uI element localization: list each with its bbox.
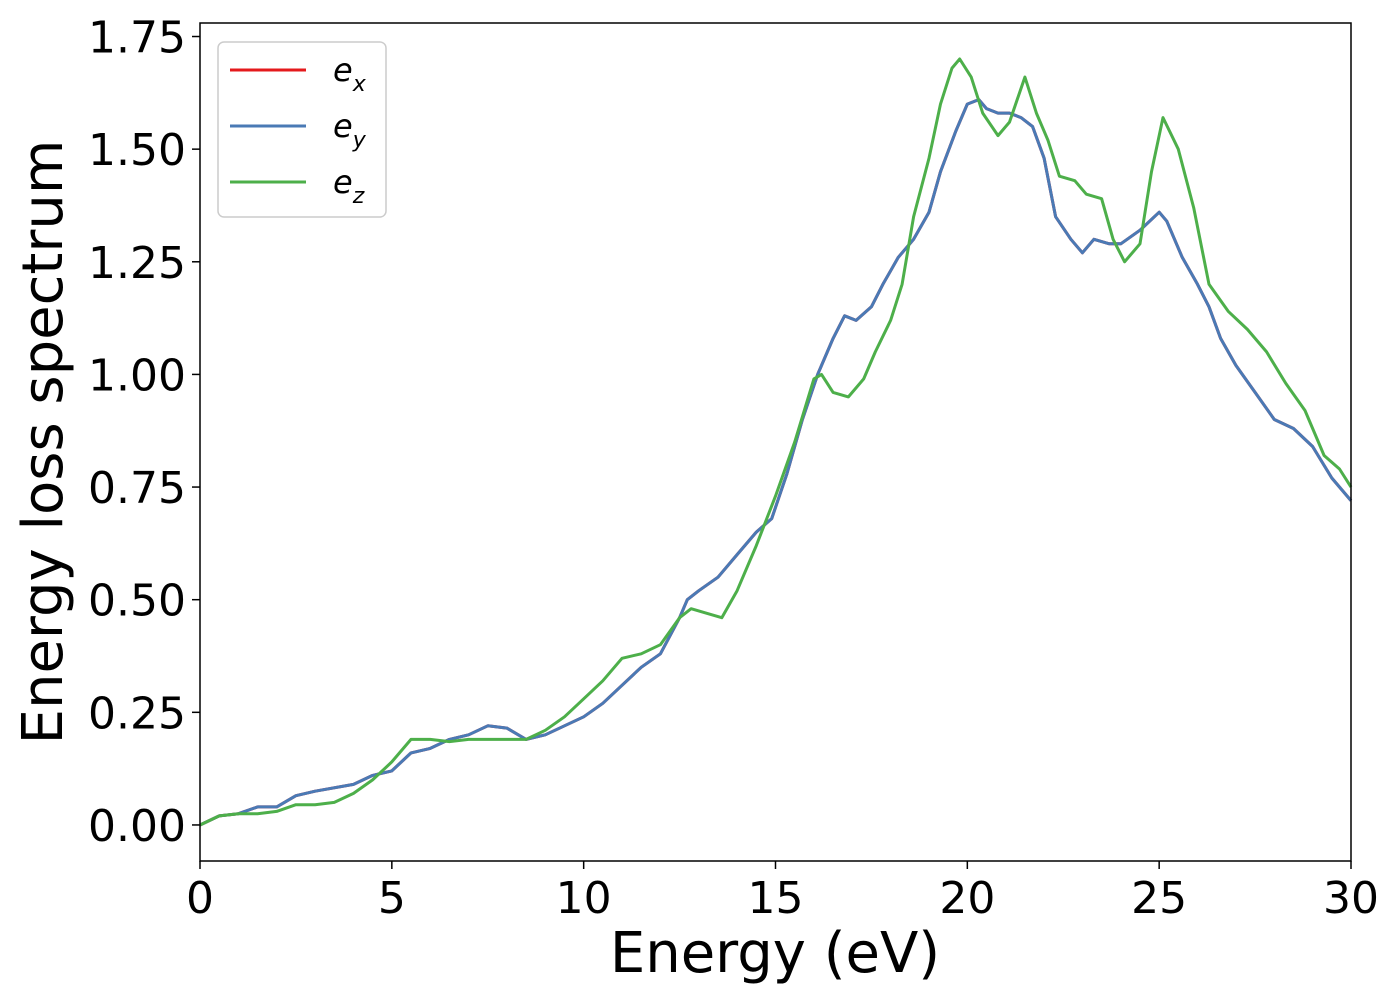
y-tick-label: 0.00 xyxy=(88,801,186,852)
plot-background xyxy=(200,23,1351,861)
x-tick-label: 30 xyxy=(1323,873,1379,924)
x-axis: 0 5 10 15 20 25 30 xyxy=(186,861,1379,924)
y-axis: 0.00 0.25 0.50 0.75 1.00 1.25 1.50 1.75 xyxy=(88,13,200,852)
legend-label-base: e xyxy=(333,163,353,201)
y-tick-label: 1.75 xyxy=(88,13,186,64)
x-tick-label: 5 xyxy=(378,873,406,924)
x-axis-title: Energy (eV) xyxy=(610,921,940,986)
legend-label-subscript: x xyxy=(352,72,367,97)
y-tick-label: 0.25 xyxy=(88,688,186,739)
series-line-ez xyxy=(199,57,1353,827)
legend-label-subscript: z xyxy=(352,184,365,209)
series-layer xyxy=(199,57,1353,827)
x-tick-label: 15 xyxy=(748,873,804,924)
legend-label-base: e xyxy=(333,107,353,145)
legend-label-base: e xyxy=(333,51,353,89)
x-tick-label: 0 xyxy=(186,873,214,924)
legend-box xyxy=(217,41,387,218)
y-tick-label: 1.00 xyxy=(88,350,186,401)
x-tick-label: 10 xyxy=(556,873,612,924)
y-tick-label: 0.50 xyxy=(88,576,186,627)
y-tick-label: 1.25 xyxy=(88,238,186,289)
legend-label-ez: ez xyxy=(333,163,365,209)
legend-label-ey: ey xyxy=(333,107,367,153)
x-tick-label: 20 xyxy=(939,873,995,924)
legend-label-ex: ex xyxy=(333,51,367,97)
y-axis-title: Energy loss spectrum xyxy=(11,140,76,745)
legend-label-subscript: y xyxy=(352,128,367,153)
x-tick-label: 25 xyxy=(1131,873,1187,924)
y-tick-label: 0.75 xyxy=(88,463,186,514)
y-tick-label: 1.50 xyxy=(88,125,186,176)
